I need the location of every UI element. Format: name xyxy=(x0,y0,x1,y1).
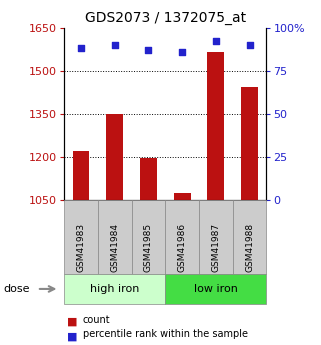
Title: GDS2073 / 1372075_at: GDS2073 / 1372075_at xyxy=(85,11,246,25)
Point xyxy=(78,46,83,51)
Text: GSM41986: GSM41986 xyxy=(178,223,187,272)
Point xyxy=(146,47,151,53)
Bar xyxy=(207,52,224,200)
Text: percentile rank within the sample: percentile rank within the sample xyxy=(83,329,248,339)
Text: count: count xyxy=(83,315,110,325)
Point xyxy=(247,42,252,48)
Bar xyxy=(73,151,90,200)
Text: GSM41988: GSM41988 xyxy=(245,223,254,272)
Text: high iron: high iron xyxy=(90,284,139,294)
Point xyxy=(213,39,218,44)
Text: dose: dose xyxy=(3,284,30,294)
Text: GSM41983: GSM41983 xyxy=(76,223,86,272)
Text: low iron: low iron xyxy=(194,284,238,294)
Point xyxy=(112,42,117,48)
Text: GSM41984: GSM41984 xyxy=(110,223,119,272)
Bar xyxy=(140,158,157,200)
Text: GSM41987: GSM41987 xyxy=(211,223,221,272)
Text: ■: ■ xyxy=(67,317,78,327)
Bar xyxy=(174,193,191,200)
Text: GSM41985: GSM41985 xyxy=(144,223,153,272)
Point xyxy=(180,49,185,55)
Text: ■: ■ xyxy=(67,331,78,341)
Bar xyxy=(106,114,123,200)
Bar xyxy=(241,87,258,200)
